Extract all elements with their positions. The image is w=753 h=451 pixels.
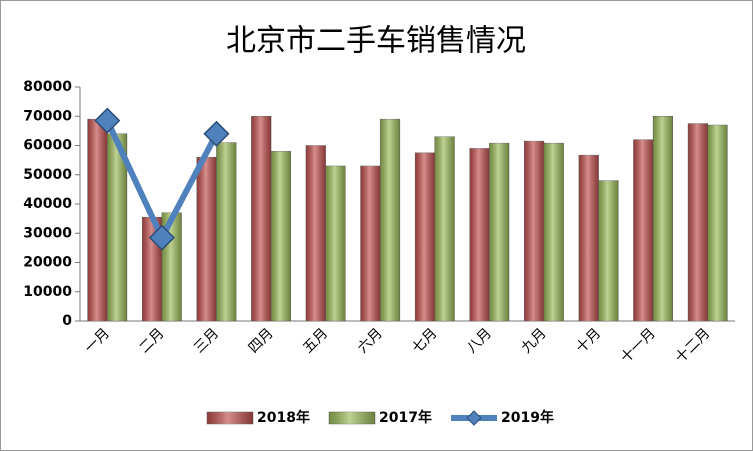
bar <box>251 116 272 322</box>
bar <box>360 165 381 322</box>
bar-shine <box>688 123 708 321</box>
legend-label: 2017年 <box>379 409 432 426</box>
bar <box>325 165 346 322</box>
line-marker <box>148 224 175 251</box>
bar-shine <box>653 116 673 321</box>
bar-shine <box>107 133 127 321</box>
y-tick-label: 50000 <box>23 167 72 183</box>
bar-shine <box>489 143 510 321</box>
legend-item: 2019年 <box>451 409 554 426</box>
bar-shine <box>87 119 108 321</box>
bar-shine <box>578 155 599 321</box>
bar <box>379 118 401 322</box>
bar <box>489 142 510 322</box>
bar-shine <box>524 141 544 321</box>
bar-shine <box>271 151 291 321</box>
legend-shine <box>207 412 253 424</box>
bar-shine <box>434 136 455 321</box>
y-tick-label: 40000 <box>23 196 72 212</box>
bar <box>216 142 237 322</box>
line-marker <box>94 107 121 134</box>
bar <box>598 180 619 322</box>
bar-shine <box>216 142 237 321</box>
y-tick-label: 20000 <box>23 255 72 271</box>
bar <box>87 118 108 322</box>
bar-shine <box>415 152 435 321</box>
bar <box>543 142 564 322</box>
y-tick-label: 60000 <box>23 138 72 154</box>
plot-area <box>80 87 735 321</box>
bar-shine <box>598 180 619 321</box>
legend-item: 2018年 <box>206 409 310 426</box>
bar <box>652 116 674 322</box>
legend-label: 2019年 <box>501 409 554 426</box>
bar <box>414 152 436 322</box>
bar <box>707 124 728 322</box>
bar-shine <box>469 148 490 321</box>
y-tick-label: 10000 <box>23 284 72 300</box>
bar <box>469 148 490 322</box>
bar-shine <box>360 165 381 321</box>
chart-title: 北京市二手车销售情况 <box>226 24 526 59</box>
bar-shine <box>325 165 346 321</box>
bar-shine <box>196 157 217 321</box>
bar-shine <box>543 143 564 321</box>
bar-shine <box>707 125 728 322</box>
bar <box>434 136 455 322</box>
bar <box>196 156 217 322</box>
legend-shine <box>329 412 375 424</box>
bar-shine <box>251 116 272 321</box>
bar-shine <box>305 145 326 321</box>
y-tick-label: 70000 <box>23 108 72 124</box>
y-tick-label: 80000 <box>23 79 72 95</box>
bar-shine <box>380 119 400 321</box>
bar <box>578 154 599 322</box>
bar <box>107 133 128 322</box>
bar-shine <box>633 139 654 321</box>
bar <box>687 123 708 322</box>
legend-label: 2018年 <box>257 409 310 426</box>
line-marker <box>203 120 230 147</box>
y-tick-label: 30000 <box>23 225 72 241</box>
bar <box>270 151 291 322</box>
bar <box>633 139 654 322</box>
bar <box>305 145 326 322</box>
bar <box>524 140 545 322</box>
legend-marker <box>466 410 482 426</box>
legend-item: 2017年 <box>328 409 432 426</box>
y-tick-label: 0 <box>62 313 72 329</box>
